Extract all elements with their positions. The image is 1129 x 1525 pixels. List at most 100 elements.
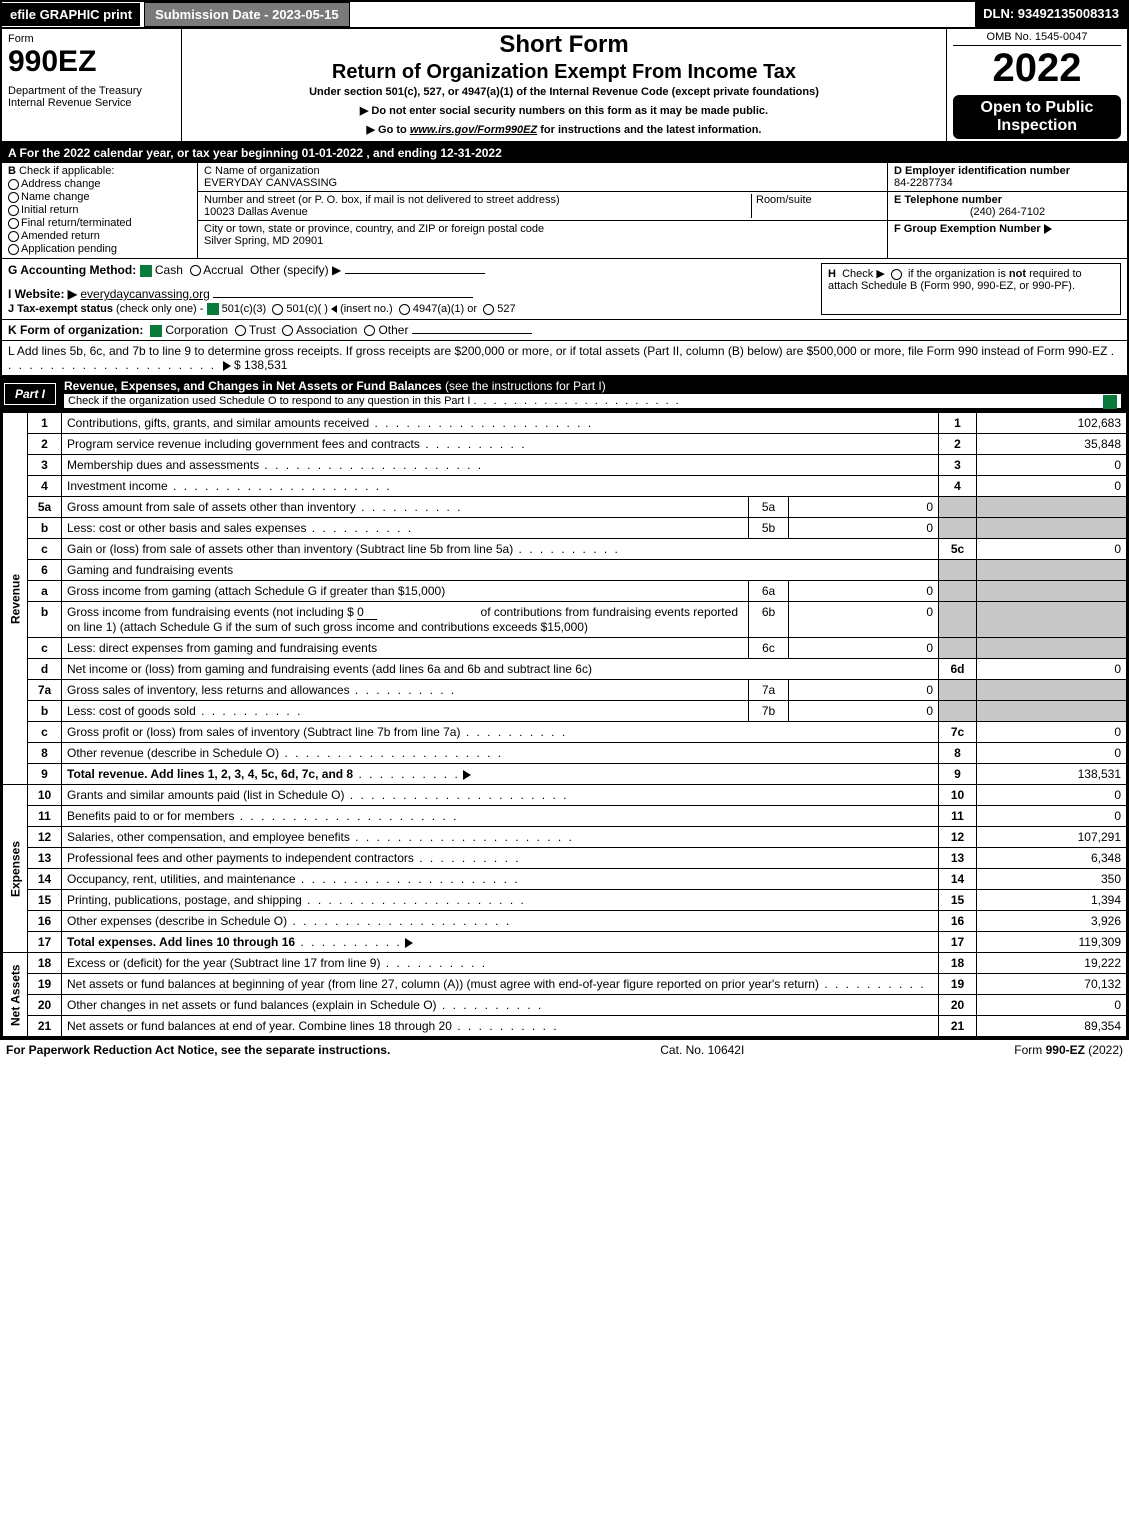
- city-label: City or town, state or province, country…: [204, 223, 881, 235]
- grey-cell: [977, 602, 1127, 638]
- section-g-h: G Accounting Method: Cash Accrual Other …: [2, 259, 1127, 320]
- netassets-side-label: Net Assets: [3, 953, 28, 1037]
- under-section-note: Under section 501(c), 527, or 4947(a)(1)…: [190, 86, 938, 98]
- chk-501c[interactable]: [272, 304, 283, 315]
- chk-accrual[interactable]: [190, 265, 201, 276]
- col-num: 8: [939, 743, 977, 764]
- part1-title: Revenue, Expenses, and Changes in Net As…: [64, 379, 442, 393]
- grey-cell: [977, 518, 1127, 539]
- chk-final-return[interactable]: Final return/terminated: [8, 217, 191, 229]
- grey-cell: [939, 518, 977, 539]
- table-row: 15 Printing, publications, postage, and …: [3, 890, 1127, 911]
- line-desc: Gross amount from sale of assets other t…: [67, 500, 356, 514]
- table-row: 9 Total revenue. Add lines 1, 2, 3, 4, 5…: [3, 764, 1127, 785]
- section-k: K Form of organization: Corporation Trus…: [2, 320, 1127, 341]
- line-desc: Net assets or fund balances at beginning…: [67, 977, 819, 991]
- form-ref-post: (2022): [1085, 1043, 1123, 1057]
- chk-501c3-checked[interactable]: [207, 303, 219, 315]
- line-num: b: [28, 518, 62, 539]
- opt-501c3: 501(c)(3): [222, 303, 267, 315]
- part1-title-note: (see the instructions for Part I): [445, 379, 606, 393]
- line-num: 4: [28, 476, 62, 497]
- col-val: 19,222: [977, 953, 1127, 974]
- table-row: b Less: cost or other basis and sales ex…: [3, 518, 1127, 539]
- form-number: 990EZ: [8, 45, 175, 79]
- line-desc: Grants and similar amounts paid (list in…: [67, 788, 344, 802]
- col-num: 5c: [939, 539, 977, 560]
- col-num: 15: [939, 890, 977, 911]
- grey-cell: [977, 701, 1127, 722]
- opt-527: 527: [497, 303, 515, 315]
- line-6b-amount: 0: [357, 605, 377, 620]
- table-row: b Less: cost of goods sold 7b 0: [3, 701, 1127, 722]
- grey-cell: [939, 701, 977, 722]
- grey-cell: [977, 581, 1127, 602]
- website-link[interactable]: everydaycanvassing.org: [80, 287, 209, 301]
- ein-value: 84-2287734: [894, 177, 1121, 189]
- col-b-check-applicable: B Check if applicable: Address change Na…: [2, 163, 198, 258]
- header-left: Form 990EZ Department of the Treasury In…: [2, 29, 182, 141]
- omb-number: OMB No. 1545-0047: [953, 31, 1121, 46]
- chk-not-required[interactable]: [891, 269, 902, 280]
- sub-val: 0: [789, 701, 939, 722]
- table-row: c Gross profit or (loss) from sales of i…: [3, 722, 1127, 743]
- sub-val: 0: [789, 680, 939, 701]
- sub-num: 7a: [749, 680, 789, 701]
- line-desc: Less: direct expenses from gaming and fu…: [67, 641, 377, 655]
- part1-header: Part I Revenue, Expenses, and Changes in…: [2, 376, 1127, 412]
- sub-num: 5a: [749, 497, 789, 518]
- goto-pre: ▶ Go to: [367, 124, 410, 136]
- chk-amended-return[interactable]: Amended return: [8, 230, 191, 242]
- line-num: 13: [28, 848, 62, 869]
- section-bcdef: B Check if applicable: Address change Na…: [2, 163, 1127, 259]
- chk-address-change[interactable]: Address change: [8, 178, 191, 190]
- line-desc: Professional fees and other payments to …: [67, 851, 414, 865]
- goto-link-line: ▶ Go to www.irs.gov/Form990EZ for instru…: [190, 123, 938, 136]
- col-val: 102,683: [977, 413, 1127, 434]
- col-num: 7c: [939, 722, 977, 743]
- grey-cell: [939, 497, 977, 518]
- line-desc: Salaries, other compensation, and employ…: [67, 830, 350, 844]
- table-row: 14 Occupancy, rent, utilities, and maint…: [3, 869, 1127, 890]
- row-a-tax-year: A For the 2022 calendar year, or tax yea…: [2, 143, 1127, 163]
- chk-trust[interactable]: [235, 325, 246, 336]
- chk-other-org[interactable]: [364, 325, 375, 336]
- col-num: 14: [939, 869, 977, 890]
- line-num: 1: [28, 413, 62, 434]
- line-num: 5a: [28, 497, 62, 518]
- line-num: c: [28, 722, 62, 743]
- efile-print-button[interactable]: efile GRAPHIC print: [2, 3, 140, 26]
- col-num: 2: [939, 434, 977, 455]
- sub-num: 6c: [749, 638, 789, 659]
- sub-val: 0: [789, 581, 939, 602]
- table-row: 3 Membership dues and assessments 3 0: [3, 455, 1127, 476]
- line-desc-6b-1: Gross income from fundraising events (no…: [67, 605, 354, 619]
- col-c: C Name of organization EVERYDAY CANVASSI…: [198, 163, 887, 258]
- line-num: b: [28, 602, 62, 638]
- table-row: 5a Gross amount from sale of assets othe…: [3, 497, 1127, 518]
- opt-trust: Trust: [249, 323, 276, 337]
- col-def: D Employer identification number 84-2287…: [887, 163, 1127, 258]
- addr-value: 10023 Dallas Avenue: [204, 206, 751, 218]
- chk-application-pending[interactable]: Application pending: [8, 243, 191, 255]
- chk-4947[interactable]: [399, 304, 410, 315]
- form-header: Form 990EZ Department of the Treasury In…: [2, 29, 1127, 143]
- chk-schedule-o-checked[interactable]: [1103, 395, 1117, 409]
- irs-link[interactable]: www.irs.gov/Form990EZ: [410, 124, 537, 136]
- chk-corporation-checked[interactable]: [150, 325, 162, 337]
- h-text2: if the organization is: [908, 268, 1009, 280]
- l-amount: $ 138,531: [234, 358, 287, 372]
- chk-association[interactable]: [282, 325, 293, 336]
- g-label: G Accounting Method:: [8, 263, 136, 277]
- grey-cell: [939, 602, 977, 638]
- addr-label: Number and street (or P. O. box, if mail…: [204, 194, 751, 206]
- chk-name-change[interactable]: Name change: [8, 191, 191, 203]
- line-desc: Gaming and fundraising events: [67, 563, 233, 577]
- chk-cash-checked[interactable]: [140, 265, 152, 277]
- line-num: 20: [28, 995, 62, 1016]
- chk-527[interactable]: [483, 304, 494, 315]
- chk-initial-return[interactable]: Initial return: [8, 204, 191, 216]
- line-num: 16: [28, 911, 62, 932]
- return-title: Return of Organization Exempt From Incom…: [190, 61, 938, 84]
- line-desc: Membership dues and assessments: [67, 458, 259, 472]
